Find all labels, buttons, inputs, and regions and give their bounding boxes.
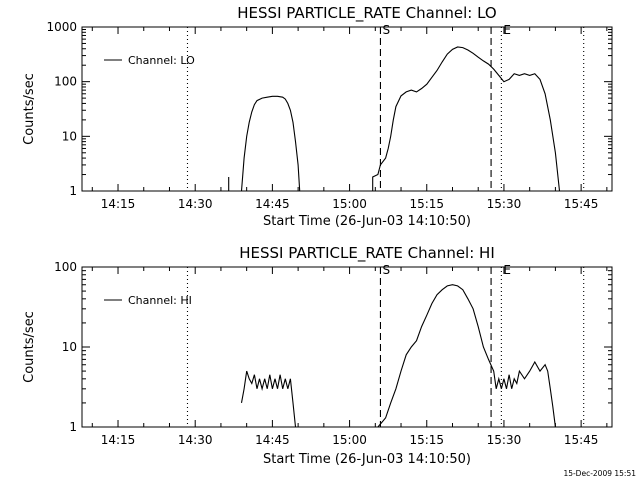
x-tick-label: 15:00 (332, 433, 367, 447)
legend-label: Channel: LO (128, 54, 195, 67)
series-line (377, 284, 556, 428)
marker-label-e: E (503, 263, 511, 277)
y-tick-label: 10 (62, 129, 77, 143)
footer-timestamp: 15-Dec-2009 15:51 (563, 469, 636, 478)
y-tick-label: 1 (69, 184, 77, 198)
marker-label-s: S (382, 23, 390, 37)
y-tick-label: 1 (69, 420, 77, 434)
x-tick-label: 14:30 (178, 197, 213, 211)
series-line (240, 95, 301, 192)
marker-label-s: S (382, 263, 390, 277)
plot-frame (81, 26, 613, 192)
panel-hi: HESSI PARTICLE_RATE Channel: HIS E 14:15 14… (22, 244, 613, 467)
plot-frame (81, 266, 613, 428)
x-tick-label: 15:45 (564, 197, 599, 211)
x-tick-label: 15:45 (564, 433, 599, 447)
y-tick-label: 10 (62, 340, 77, 354)
y-tick-label: 1000 (46, 20, 77, 34)
x-tick-label: 15:30 (487, 197, 522, 211)
x-tick-label: 14:15 (101, 433, 136, 447)
y-tick-label: 100 (54, 75, 77, 89)
x-tick-label: 14:45 (255, 433, 290, 447)
y-axis-label: Counts/sec (22, 311, 37, 383)
legend-label: Channel: HI (128, 294, 192, 307)
y-tick-label: 100 (54, 260, 77, 274)
x-tick-label: 15:30 (487, 433, 522, 447)
x-tick-label: 15:00 (332, 197, 367, 211)
series-line (240, 370, 297, 428)
x-tick-label: 15:15 (409, 197, 444, 211)
x-tick-label: 15:15 (409, 433, 444, 447)
chart-title: HESSI PARTICLE_RATE Channel: HI (239, 244, 495, 263)
series-line (372, 46, 561, 192)
marker-label-e: E (503, 23, 511, 37)
x-tick-label: 14:45 (255, 197, 290, 211)
y-axis-label: Counts/sec (22, 73, 37, 145)
chart-title: HESSI PARTICLE_RATE Channel: LO (237, 4, 496, 23)
x-tick-label: 14:30 (178, 433, 213, 447)
panel-lo: HESSI PARTICLE_RATE Channel: LOS E 14:15 14… (22, 4, 613, 229)
x-tick-label: 14:15 (101, 197, 136, 211)
x-axis-label: Start Time (26-Jun-03 14:10:50) (263, 214, 471, 229)
x-axis-label: Start Time (26-Jun-03 14:10:50) (263, 452, 471, 467)
